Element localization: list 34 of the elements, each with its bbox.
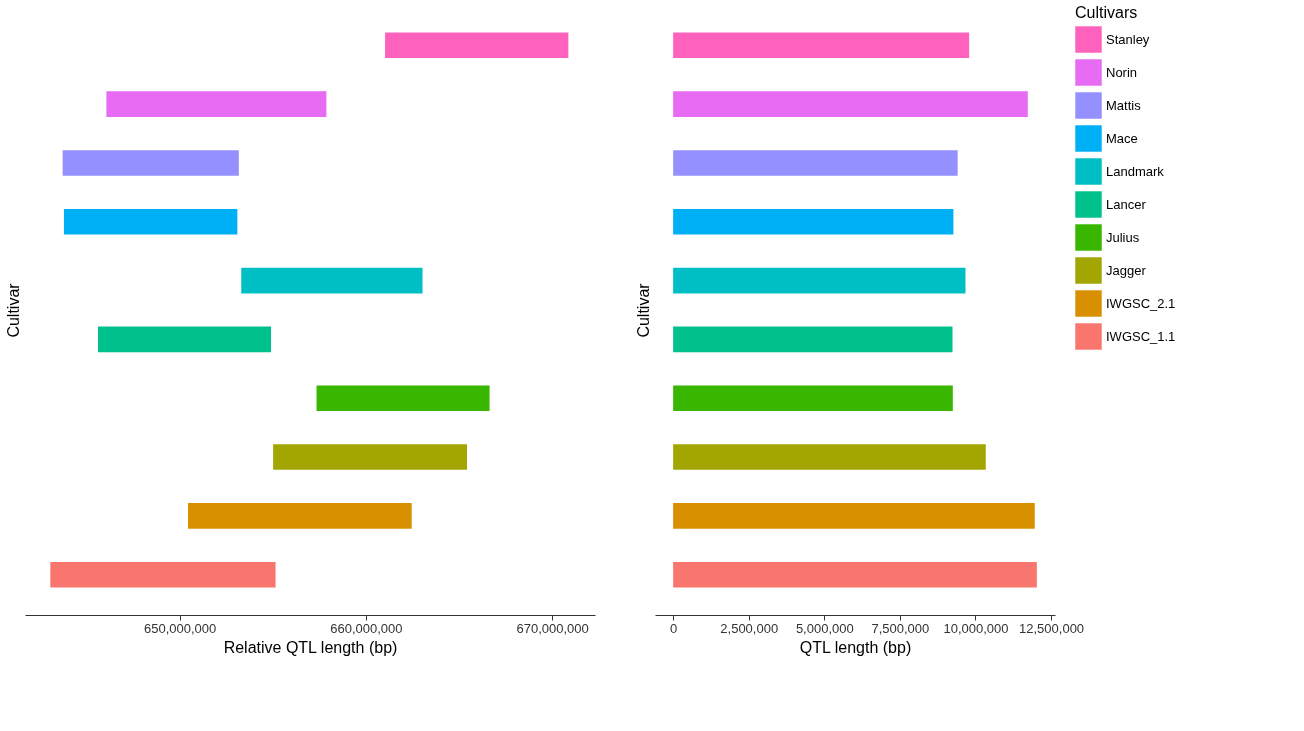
x-tick-label: 10,000,000 [943,620,1009,636]
legend-label: Julius [1106,229,1140,245]
x-axis-title: Relative QTL length (bp) [223,638,398,656]
x-tick-label: 7,500,000 [871,620,930,636]
bar [63,208,238,235]
bar [273,444,468,470]
bar [106,91,327,117]
x-tick-label: 0 [670,620,678,636]
x-axis-title: QTL length (bp) [799,638,912,656]
legend-label: Lancer [1106,196,1147,212]
bar [385,32,569,59]
x-tick-label: 650,000,000 [143,620,217,636]
x-tick-label: 660,000,000 [330,620,403,636]
bar [187,503,412,529]
x-tick-label: 12,500,000 [1019,620,1085,636]
bar [50,561,276,588]
x-tick-label: 5,000,000 [795,620,854,636]
y-axis-title: Cultivar [4,282,22,338]
x-tick-label: 670,000,000 [516,620,589,636]
legend-label: Stanley [1106,31,1150,47]
legend-label: Mattis [1106,97,1142,113]
legend-label: Norin [1106,64,1138,80]
legend-label: IWGSC_2.1 [1106,295,1176,311]
legend-title: Cultivars [1075,4,1138,21]
legend-label: Mace [1106,130,1138,146]
legend-label: Jagger [1106,262,1147,278]
x-tick-label: 2,500,000 [720,620,779,636]
bar [98,326,272,353]
legend-label: IWGSC_1.1 [1106,328,1176,344]
bar [241,267,423,294]
bar [316,385,490,412]
bar [62,150,239,176]
legend-label: Landmark [1106,163,1165,179]
y-axis-title: Cultivar [634,282,652,338]
